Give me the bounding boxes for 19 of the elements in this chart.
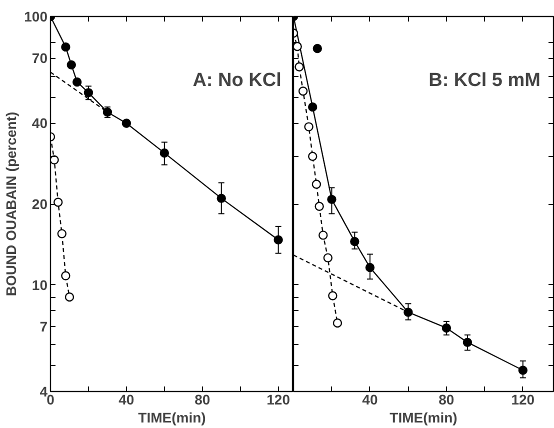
x-axis-title: TIME(min) [390, 410, 458, 426]
x-axis-title: TIME(min) [138, 410, 206, 426]
y-tick-label: 70 [32, 50, 48, 66]
y-tick-label: 10 [32, 276, 48, 293]
annotation: B: KCl 5 mM [428, 70, 541, 91]
x-tick-label: 120 [266, 392, 290, 408]
x-tick-label: 120 [511, 392, 535, 408]
x-tick-label: 40 [362, 392, 378, 408]
x-tick-label: 80 [438, 392, 454, 408]
y-tick-label: 20 [32, 196, 48, 212]
x-tick-label: 40 [118, 392, 134, 408]
x-tick-label: 0 [46, 392, 55, 408]
x-tick-label: 80 [194, 392, 210, 408]
y-tick-label: 100 [24, 8, 48, 24]
y-tick-label: 40 [32, 115, 48, 132]
y-axis-title: BOUND OUABAIN (percent) [3, 112, 20, 296]
y-tick-label: 7 [40, 318, 48, 334]
y-tick-label: 4 [40, 384, 48, 400]
annotation: A: No KCl [192, 70, 282, 91]
